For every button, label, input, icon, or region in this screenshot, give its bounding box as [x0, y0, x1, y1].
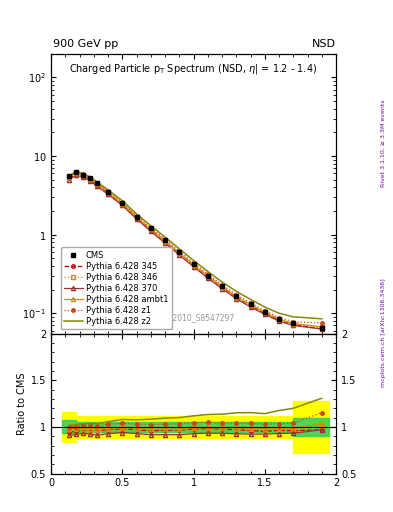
Text: mcplots.cern.ch [arXiv:1306.3436]: mcplots.cern.ch [arXiv:1306.3436]	[381, 279, 386, 387]
Text: CMS_2010_S8547297: CMS_2010_S8547297	[152, 313, 235, 323]
Y-axis label: Ratio to CMS: Ratio to CMS	[17, 372, 27, 435]
Legend: CMS, Pythia 6.428 345, Pythia 6.428 346, Pythia 6.428 370, Pythia 6.428 ambt1, P: CMS, Pythia 6.428 345, Pythia 6.428 346,…	[61, 247, 172, 330]
Text: Charged Particle $\mathrm{p_T}$ Spectrum (NSD, $\eta$| = 1.2 - 1.4): Charged Particle $\mathrm{p_T}$ Spectrum…	[70, 62, 318, 76]
Text: 900 GeV pp: 900 GeV pp	[53, 38, 118, 49]
Text: NSD: NSD	[312, 38, 336, 49]
Text: Rivet 3.1.10, ≥ 3.3M events: Rivet 3.1.10, ≥ 3.3M events	[381, 99, 386, 187]
